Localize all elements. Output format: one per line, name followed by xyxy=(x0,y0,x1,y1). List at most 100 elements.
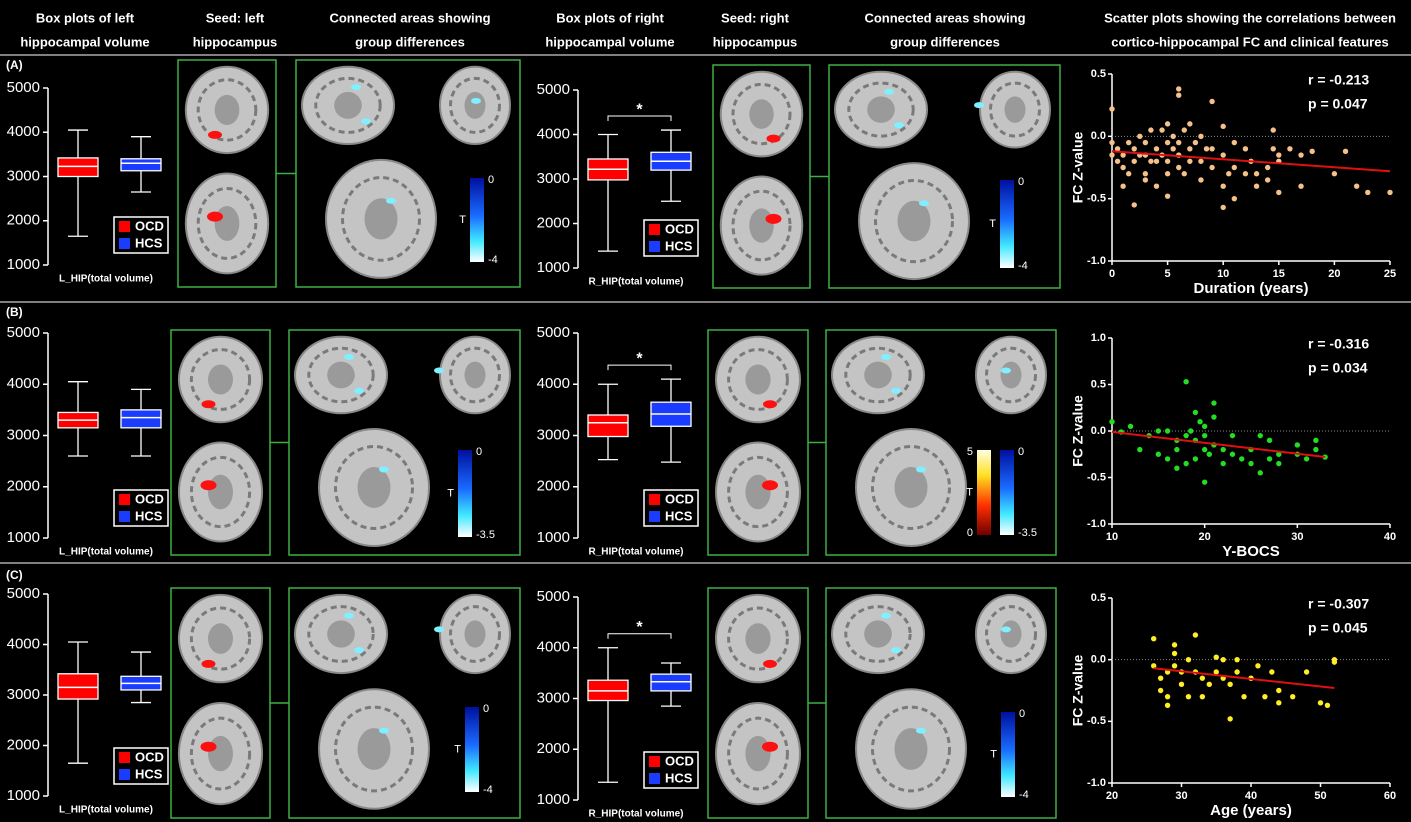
data-point xyxy=(1262,693,1268,700)
column-header: Scatter plots showing the correlations b… xyxy=(1104,10,1396,25)
data-point xyxy=(1226,171,1232,177)
data-point xyxy=(1142,171,1149,177)
cluster xyxy=(471,97,481,104)
data-point xyxy=(1365,189,1371,196)
y-tick-label: 0.0 xyxy=(1091,654,1106,666)
colorbar xyxy=(1000,450,1014,535)
data-point xyxy=(1176,86,1182,92)
data-point xyxy=(1120,164,1126,171)
data-point xyxy=(1313,446,1319,453)
coronal-slice-core xyxy=(464,91,486,119)
y-tick-label: 4000 xyxy=(7,123,40,140)
data-point xyxy=(1164,121,1171,127)
cluster xyxy=(919,200,929,207)
data-point xyxy=(1151,663,1157,669)
data-point xyxy=(1176,139,1182,146)
panel-label: (C) xyxy=(6,568,23,582)
y-tick-label: 4000 xyxy=(537,639,570,656)
data-point xyxy=(1353,183,1360,189)
data-point xyxy=(1192,409,1199,416)
data-point xyxy=(1137,446,1143,453)
data-point xyxy=(1176,164,1182,171)
axial-slice-inner xyxy=(196,186,258,260)
x-tick-label: 15 xyxy=(1273,268,1285,280)
data-point xyxy=(1159,127,1165,133)
data-point xyxy=(1255,663,1261,669)
data-point xyxy=(1276,687,1282,694)
coronal-slice-inner xyxy=(189,606,252,671)
axial-slice-inner xyxy=(334,705,414,793)
data-point xyxy=(1153,146,1160,152)
legend-frame xyxy=(113,747,169,785)
data-point xyxy=(1220,460,1226,467)
y-tick-label: 0.0 xyxy=(1091,130,1106,142)
legend-label: HCS xyxy=(135,766,163,781)
coronal-slice-inner xyxy=(985,605,1037,663)
data-point xyxy=(1137,133,1143,140)
legend-swatch xyxy=(649,241,660,252)
data-point xyxy=(1174,446,1180,453)
x-tick-label: 50 xyxy=(1314,790,1326,802)
y-tick-label: 3000 xyxy=(7,686,40,703)
axial-slice-inner xyxy=(189,716,252,791)
axial-slice-core xyxy=(208,735,233,772)
y-tick-label: 1000 xyxy=(7,256,40,273)
axial-slice-core xyxy=(208,474,233,510)
data-point xyxy=(1242,146,1249,152)
y-tick-label: 2000 xyxy=(537,740,570,757)
cluster xyxy=(884,88,894,95)
sagittal-slice-core xyxy=(327,361,355,389)
data-point xyxy=(1170,133,1176,140)
data-point xyxy=(1131,202,1137,208)
cluster xyxy=(916,727,926,734)
data-point xyxy=(1171,642,1178,648)
data-point xyxy=(1188,428,1194,434)
cluster xyxy=(379,727,389,734)
legend-swatch xyxy=(649,224,660,235)
cluster xyxy=(891,647,901,654)
fit-line xyxy=(1111,430,1326,459)
colorbar xyxy=(1001,712,1015,797)
data-point xyxy=(1276,189,1282,196)
data-point xyxy=(1298,152,1304,158)
legend-swatch xyxy=(119,221,130,232)
axial-slice-core xyxy=(357,467,391,508)
data-point xyxy=(1109,419,1115,425)
data-point xyxy=(1264,164,1271,171)
y-tick-label: 3000 xyxy=(7,167,40,184)
y-tick-label: 5000 xyxy=(7,79,40,96)
stat-annotation: r = -0.307 xyxy=(1308,596,1369,612)
data-point xyxy=(1109,106,1115,112)
cluster xyxy=(434,626,444,633)
legend-swatch xyxy=(119,511,130,522)
y-tick-label: 1000 xyxy=(537,529,570,546)
data-point xyxy=(1257,470,1263,476)
data-point xyxy=(1199,675,1206,681)
legend-label: HCS xyxy=(665,770,693,785)
data-point xyxy=(1187,146,1193,152)
legend-swatch xyxy=(649,511,660,522)
colorbar-title: T xyxy=(454,743,461,755)
colorbar xyxy=(470,178,484,262)
data-point xyxy=(1257,432,1263,439)
data-point xyxy=(1192,632,1199,638)
legend-swatch xyxy=(119,238,130,249)
data-point xyxy=(1120,183,1126,189)
y-tick-label: 5000 xyxy=(537,81,570,98)
y-tick-label: 2000 xyxy=(537,214,570,231)
axial-slice-inner xyxy=(727,716,789,791)
colorbar-title: T xyxy=(459,214,466,226)
x-tick-label: 40 xyxy=(1384,531,1396,543)
legend-label: OCD xyxy=(135,218,164,233)
data-point xyxy=(1198,177,1204,183)
data-point xyxy=(1155,451,1162,457)
data-point xyxy=(1324,702,1331,708)
data-point xyxy=(1234,656,1240,663)
data-point xyxy=(1178,681,1185,688)
data-point xyxy=(1264,177,1271,183)
data-point xyxy=(1125,171,1132,177)
seed-region xyxy=(762,480,778,491)
coronal-slice-inner xyxy=(189,348,252,411)
x-tick-label: 10 xyxy=(1217,268,1229,280)
